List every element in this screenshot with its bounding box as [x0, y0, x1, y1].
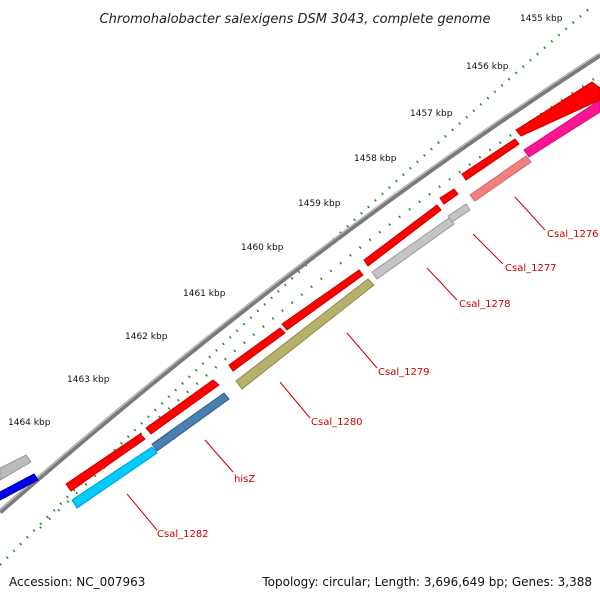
gene-label[interactable]: Csal_1280 [311, 417, 363, 428]
forward-cds-track [65, 81, 600, 492]
tick-label: 1462 kbp [125, 332, 168, 342]
genome-backbone [0, 52, 600, 514]
cds-feature[interactable] [515, 81, 600, 137]
genome-summary-text: Topology: circular; Length: 3,696,649 bp… [261, 575, 592, 589]
tick-labels: 1455 kbp 1456 kbp 1457 kbp 1458 kbp 1459… [8, 14, 563, 428]
cds-feature[interactable] [461, 138, 520, 181]
cds-feature[interactable] [281, 269, 364, 331]
tick-label: 1458 kbp [354, 154, 397, 164]
gene-label[interactable]: hisZ [234, 474, 255, 485]
scale-dotted-ring [0, 7, 591, 566]
tick-label: 1464 kbp [8, 418, 51, 428]
gene-labels: Csal_1276 Csal_1277 Csal_1278 Csal_1279 … [157, 229, 599, 540]
gene-label[interactable]: Csal_1278 [459, 299, 511, 310]
genome-backbone-highlight [0, 52, 600, 511]
gene-label[interactable]: Csal_1282 [157, 529, 209, 540]
feature-blue[interactable] [0, 473, 39, 501]
cds-feature[interactable] [439, 188, 459, 205]
cds-feature[interactable] [363, 204, 442, 267]
cds-feature[interactable] [65, 433, 146, 492]
tick-label: 1461 kbp [183, 289, 226, 299]
tick-label: 1463 kbp [67, 375, 110, 385]
tick-label: 1457 kbp [410, 109, 453, 119]
feature-steelblue[interactable] [151, 392, 230, 452]
cds-feature[interactable] [228, 327, 286, 372]
gene-label[interactable]: Csal_1277 [505, 263, 557, 274]
gene-label[interactable]: Csal_1279 [378, 367, 430, 378]
feature-cyan[interactable] [71, 446, 158, 509]
tick-label: 1460 kbp [241, 243, 284, 253]
feature-gray[interactable] [371, 217, 455, 280]
tick-label: 1456 kbp [466, 62, 509, 72]
label-leaders [126, 196, 546, 531]
gene-label[interactable]: Csal_1276 [547, 229, 599, 240]
tick-label: 1455 kbp [520, 14, 563, 24]
reverse-feature-track [0, 99, 600, 509]
accession-text: Accession: NC_007963 [9, 575, 145, 589]
feature-magenta[interactable] [523, 99, 600, 158]
cds-feature[interactable] [145, 379, 220, 435]
feature-gray[interactable] [447, 203, 471, 223]
feature-pink[interactable] [469, 155, 532, 202]
feature-olive[interactable] [235, 278, 375, 390]
genome-title: Chromohalobacter salexigens DSM 3043, co… [100, 12, 491, 27]
feature-gray[interactable] [0, 454, 32, 481]
tick-label: 1459 kbp [298, 199, 341, 209]
